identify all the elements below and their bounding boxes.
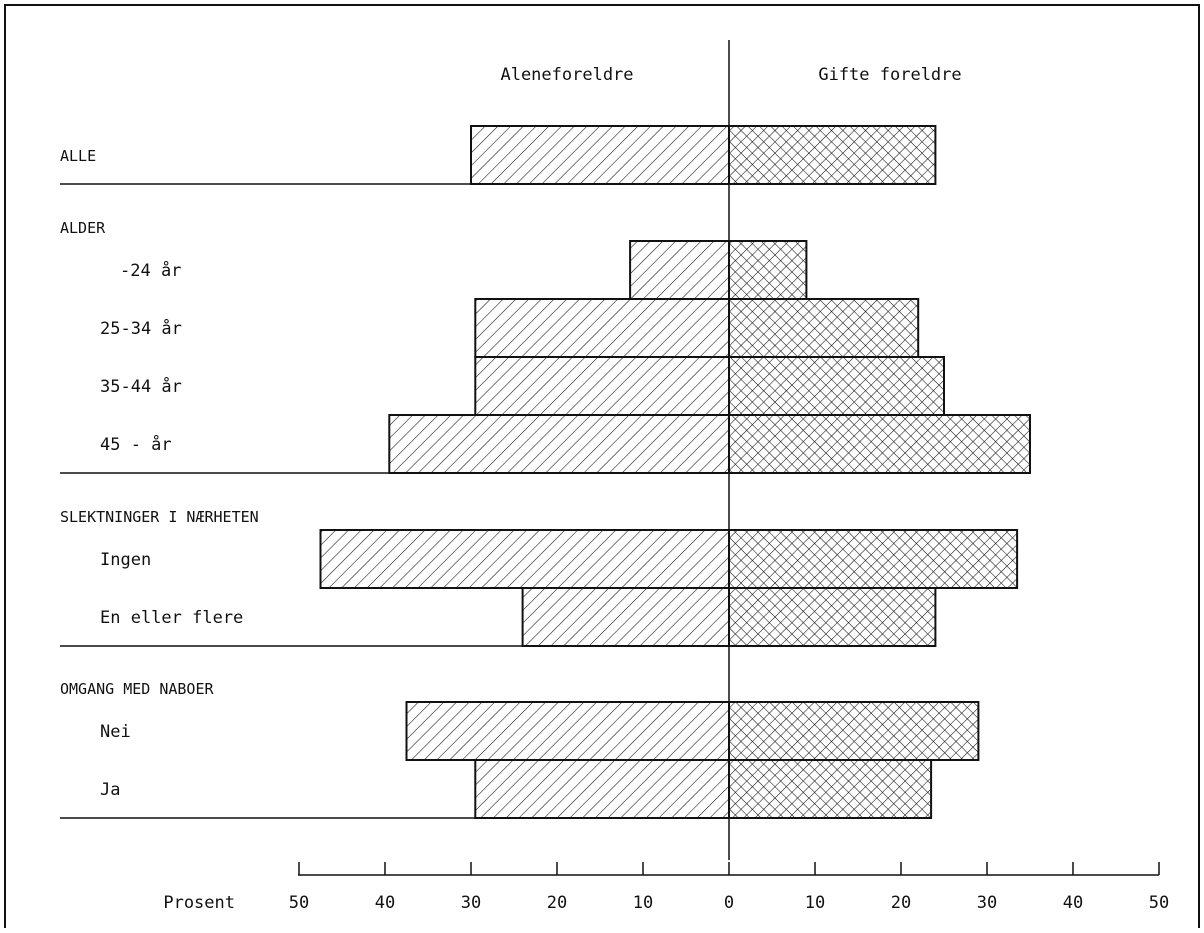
bar-aleneforeldre-slektninger-i-n-rheten-0 <box>319 529 730 589</box>
row-label-alder-2: 35-44 år <box>100 376 182 397</box>
row-label-alder-3: 45 - år <box>100 434 172 455</box>
bar-gifte-foreldre-omgang-med-naboer-0 <box>728 701 980 761</box>
bar-aleneforeldre-alder-3 <box>388 414 730 474</box>
bar-aleneforeldre-slektninger-i-n-rheten-1 <box>521 587 730 647</box>
left-side-label: Aleneforeldre <box>500 65 633 85</box>
x-tick-label-2: 30 <box>461 893 481 913</box>
x-tick-label-0: 50 <box>289 893 309 913</box>
bar-aleneforeldre-alder-1 <box>474 298 730 358</box>
group-title-alle: ALLE <box>60 147 96 165</box>
bar-aleneforeldre-omgang-med-naboer-1 <box>474 759 730 819</box>
x-tick-label-5: 0 <box>724 893 734 913</box>
x-tick-label-6: 10 <box>805 893 825 913</box>
row-labels-layer: ALLE ALDER -24 år 25-34 år 35-44 år 45 - år SL… <box>60 147 259 800</box>
bar-gifte-foreldre-omgang-med-naboer-1 <box>728 759 933 819</box>
bars-layer <box>319 125 1031 819</box>
bar-gifte-foreldre-alder-0 <box>728 240 808 300</box>
bar-aleneforeldre-alder-0 <box>629 240 730 300</box>
row-label-alder-0: -24 år <box>120 260 181 281</box>
bar-gifte-foreldre-alder-2 <box>728 356 945 416</box>
row-label-alder-1: 25-34 år <box>100 318 182 339</box>
bar-gifte-foreldre-slektninger-i-n-rheten-0 <box>728 529 1019 589</box>
x-tick-label-4: 10 <box>633 893 653 913</box>
x-tick-label-1: 40 <box>375 893 395 913</box>
bar-gifte-foreldre-alle-0 <box>728 125 937 185</box>
x-axis-label: Prosent <box>163 893 235 913</box>
x-tick-label-8: 30 <box>977 893 997 913</box>
right-side-label: Gifte foreldre <box>818 65 961 85</box>
group-title-alder: ALDER <box>60 219 106 237</box>
x-tick-label-3: 20 <box>547 893 567 913</box>
bar-aleneforeldre-alle-0 <box>470 125 730 185</box>
row-label-slektninger-i-n-rheten-1: En eller flere <box>100 608 243 628</box>
bar-gifte-foreldre-alder-1 <box>728 298 920 358</box>
x-axis: Prosent 50 40 30 20 10 0 10 20 30 40 50 <box>163 862 1169 913</box>
x-tick-label-9: 40 <box>1063 893 1083 913</box>
row-label-slektninger-i-n-rheten-0: Ingen <box>100 550 151 570</box>
x-tick-label-10: 50 <box>1149 893 1169 913</box>
bar-aleneforeldre-omgang-med-naboer-0 <box>405 701 730 761</box>
x-tick-label-7: 20 <box>891 893 911 913</box>
row-label-omgang-med-naboer-0: Nei <box>100 722 131 742</box>
group-title-slektninger-i-n-rheten: SLEKTNINGER I NÆRHETEN <box>60 508 259 526</box>
bar-gifte-foreldre-alder-3 <box>728 414 1031 474</box>
row-label-omgang-med-naboer-1: Ja <box>100 780 120 800</box>
bar-aleneforeldre-alder-2 <box>474 356 730 416</box>
chart-frame <box>4 4 1200 933</box>
group-title-omgang-med-naboer: OMGANG MED NABOER <box>60 680 214 698</box>
bar-gifte-foreldre-slektninger-i-n-rheten-1 <box>728 587 937 647</box>
group-separators-layer <box>60 183 523 819</box>
